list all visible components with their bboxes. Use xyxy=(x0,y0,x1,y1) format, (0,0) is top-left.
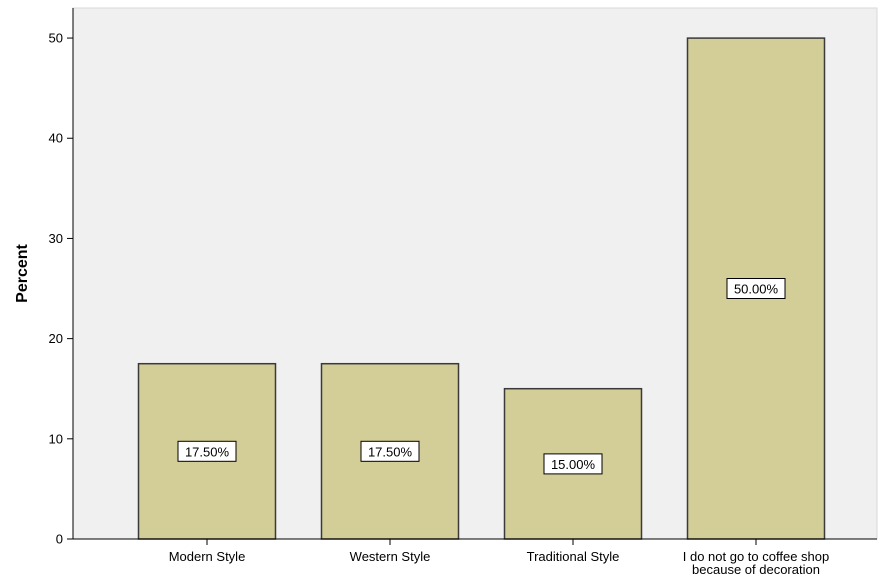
x-category-label-line: Modern Style xyxy=(169,549,246,564)
x-category-label-line: because of decoration xyxy=(692,562,820,577)
data-label-box-1 xyxy=(360,440,420,462)
y-tick-label-10: 10 xyxy=(49,431,63,446)
y-axis-title: Percent xyxy=(14,243,31,302)
x-category-label-3: I do not go to coffee shop because of dec… xyxy=(683,549,830,577)
y-tick-label-40: 40 xyxy=(49,131,63,146)
y-tick-label-50: 50 xyxy=(49,31,63,46)
x-category-label-line: I do not go to coffee shop xyxy=(683,549,830,564)
y-tick-label-30: 30 xyxy=(49,231,63,246)
data-label-2: 15.00% xyxy=(551,457,596,472)
x-category-label-line: Traditional Style xyxy=(527,549,620,564)
data-label-box-0 xyxy=(177,440,237,462)
y-tick-label-20: 20 xyxy=(49,331,63,346)
data-label-3: 50.00% xyxy=(734,282,779,297)
data-label-0: 17.50% xyxy=(185,444,230,459)
x-category-label-2: Traditional Style xyxy=(527,549,620,564)
x-category-label-1: Western Style xyxy=(350,549,431,564)
x-category-label-0: Modern Style xyxy=(169,549,246,564)
x-axis: Modern Style Western Style Traditional Sty… xyxy=(73,538,877,577)
y-axis: 0 10 20 30 40 50 xyxy=(49,8,74,547)
data-label-box-2 xyxy=(543,453,603,475)
data-label-1: 17.50% xyxy=(368,444,413,459)
data-labels-group: 17.50% 17.50% 15.00% 50.00% xyxy=(177,278,786,475)
x-category-label-line: Western Style xyxy=(350,549,431,564)
data-label-box-3 xyxy=(726,278,786,299)
y-tick-label-0: 0 xyxy=(56,532,63,547)
